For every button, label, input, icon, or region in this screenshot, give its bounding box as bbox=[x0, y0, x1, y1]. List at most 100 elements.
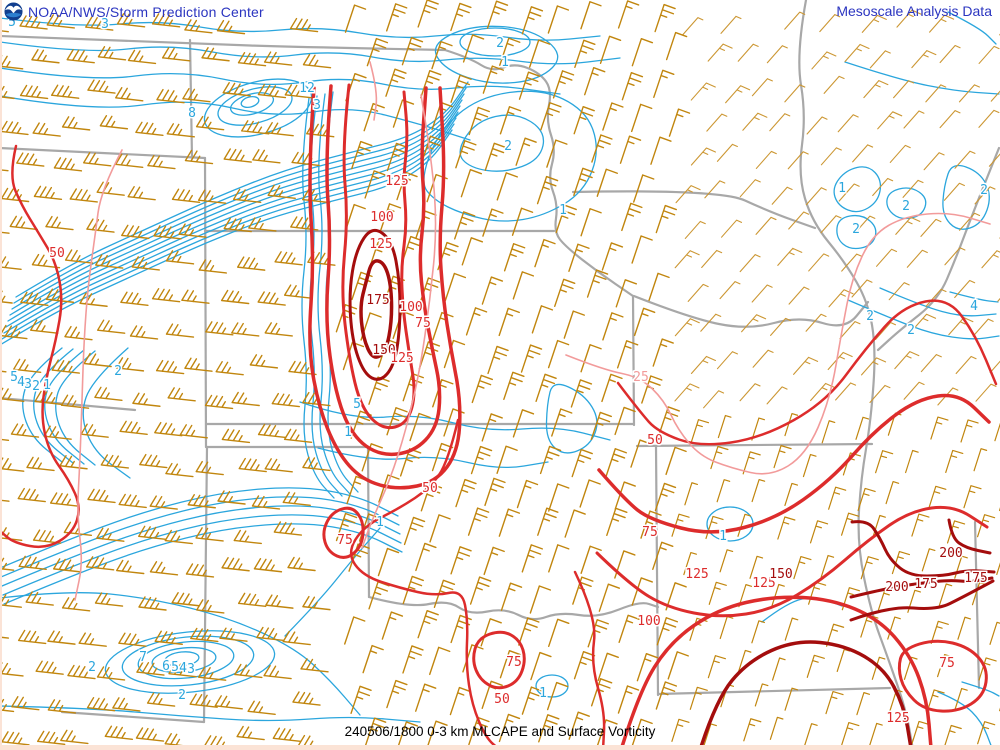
contour-label: 1 bbox=[43, 378, 51, 393]
cape-contour-25 bbox=[74, 149, 123, 601]
cape-contour-75 bbox=[322, 506, 365, 559]
contour-label: 2 bbox=[178, 688, 186, 703]
contour-label: 3 bbox=[313, 98, 321, 113]
noaa-logo-icon[interactable] bbox=[4, 2, 23, 21]
cape-contour-25 bbox=[369, 61, 378, 121]
contour-label: 5 bbox=[8, 15, 16, 30]
border-ia-mo bbox=[571, 190, 817, 230]
cape-contour-150 bbox=[699, 640, 913, 745]
contour-label: 175 bbox=[964, 571, 987, 586]
contour-label: 150 bbox=[769, 567, 792, 582]
contour-label: 2 bbox=[902, 199, 910, 214]
contour-label: 125 bbox=[886, 711, 909, 726]
contour-label: 2 bbox=[32, 379, 40, 394]
contour-label: 100 bbox=[399, 300, 422, 315]
contour-label: 2 bbox=[980, 183, 988, 198]
contour-label: 1 bbox=[376, 515, 384, 530]
cape-contour-50 bbox=[349, 418, 497, 745]
contour-label: 1 bbox=[838, 181, 846, 196]
border-mississippi-river bbox=[798, 0, 914, 745]
contour-label: 1 bbox=[344, 425, 352, 440]
cape-contour-175 bbox=[849, 579, 995, 622]
cape-contour-125 bbox=[620, 595, 933, 745]
contour-label: 75 bbox=[337, 533, 353, 548]
border-tx-ok-100w bbox=[366, 445, 371, 599]
contour-label: 175 bbox=[914, 577, 937, 592]
cape-contour-25 bbox=[565, 212, 991, 475]
contour-label: 100 bbox=[370, 210, 393, 225]
contour-label: 8 bbox=[188, 106, 196, 121]
contour-label: 50 bbox=[647, 433, 663, 448]
contour-label: 1 bbox=[719, 529, 727, 544]
contour-label: 125 bbox=[385, 174, 408, 189]
cape-contour-50 bbox=[616, 299, 998, 446]
cape-contour-75 bbox=[897, 639, 988, 713]
contour-label: 50 bbox=[49, 246, 65, 261]
contour-label: 5 bbox=[171, 660, 179, 675]
cape-contour-75 bbox=[597, 393, 991, 534]
contour-label: 2 bbox=[496, 36, 504, 51]
contour-label: 2 bbox=[866, 309, 874, 324]
contour-label: 125 bbox=[390, 351, 413, 366]
contour-label: 25 bbox=[633, 370, 649, 385]
contour-label: 150 bbox=[372, 343, 395, 358]
contour-label: 7 bbox=[139, 650, 147, 665]
contour-label: 6 bbox=[162, 659, 170, 674]
cape-contour-75 bbox=[472, 630, 526, 690]
border-ar-la bbox=[656, 686, 892, 696]
contour-label: 3 bbox=[24, 377, 32, 392]
cape-contour-175 bbox=[850, 520, 996, 578]
contour-label: 2 bbox=[852, 222, 860, 237]
border-wy-co bbox=[2, 146, 207, 160]
contour-label: 200 bbox=[939, 546, 962, 561]
contour-label: 2 bbox=[114, 364, 122, 379]
cape-contour-100 bbox=[595, 505, 989, 618]
border-mo-ar bbox=[635, 442, 874, 448]
cape-contour-200 bbox=[947, 518, 992, 555]
border-ks-mo bbox=[631, 294, 636, 427]
contour-label: 4 bbox=[179, 661, 187, 676]
page-title-right[interactable]: Mesoscale Analysis Data bbox=[836, 3, 992, 19]
cape-contour-200 bbox=[849, 576, 994, 599]
contour-label: 5 bbox=[10, 370, 18, 385]
contour-label: 5 bbox=[353, 397, 361, 412]
contour-label: 3 bbox=[187, 662, 195, 677]
cape-contour-100 bbox=[325, 84, 442, 457]
vorticity-contours bbox=[2, 11, 1000, 745]
contour-label: 125 bbox=[685, 567, 708, 582]
cape-contour-125 bbox=[341, 83, 416, 430]
border-nm-tx bbox=[202, 445, 209, 724]
map-caption: 240506/1800 0-3 km MLCAPE and Surface Vo… bbox=[344, 724, 656, 739]
contour-label: 2 bbox=[88, 660, 96, 675]
contour-label: 2 bbox=[907, 323, 915, 338]
border-missouri-river-mo bbox=[632, 294, 870, 328]
contour-label: 50 bbox=[494, 692, 510, 707]
contour-label: 1 bbox=[539, 686, 547, 701]
border-red-river bbox=[367, 595, 660, 621]
header: NOAA/NWS/Storm Prediction Center bbox=[4, 2, 264, 21]
contour-label: 4 bbox=[970, 299, 978, 314]
border-nm-south bbox=[60, 710, 206, 724]
cape-contours bbox=[2, 61, 998, 745]
border-missouri-river-ne-ia bbox=[443, 48, 635, 298]
contour-label: 12 bbox=[299, 81, 315, 96]
brand-title[interactable]: NOAA/NWS/Storm Prediction Center bbox=[28, 3, 264, 20]
contour-label: 125 bbox=[752, 576, 775, 591]
contour-label: 3 bbox=[101, 17, 109, 32]
border-ok-ar bbox=[654, 444, 660, 697]
border-tn-ms bbox=[973, 520, 981, 690]
cape-contour-50 bbox=[573, 570, 606, 745]
contour-label: 1 bbox=[501, 55, 509, 70]
border-sd-ne bbox=[2, 34, 447, 52]
cape-contour-150 bbox=[348, 228, 402, 381]
contour-label: 75 bbox=[415, 316, 431, 331]
border-illinois-river bbox=[876, 146, 1000, 352]
contour-label: 125 bbox=[369, 237, 392, 252]
contour-label: 200 bbox=[885, 580, 908, 595]
cape-contour-25 bbox=[361, 94, 437, 549]
